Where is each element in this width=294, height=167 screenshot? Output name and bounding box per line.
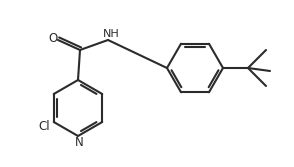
Text: N: N — [75, 136, 83, 149]
Text: O: O — [49, 32, 58, 44]
Text: NH: NH — [103, 29, 119, 39]
Text: Cl: Cl — [38, 120, 50, 132]
